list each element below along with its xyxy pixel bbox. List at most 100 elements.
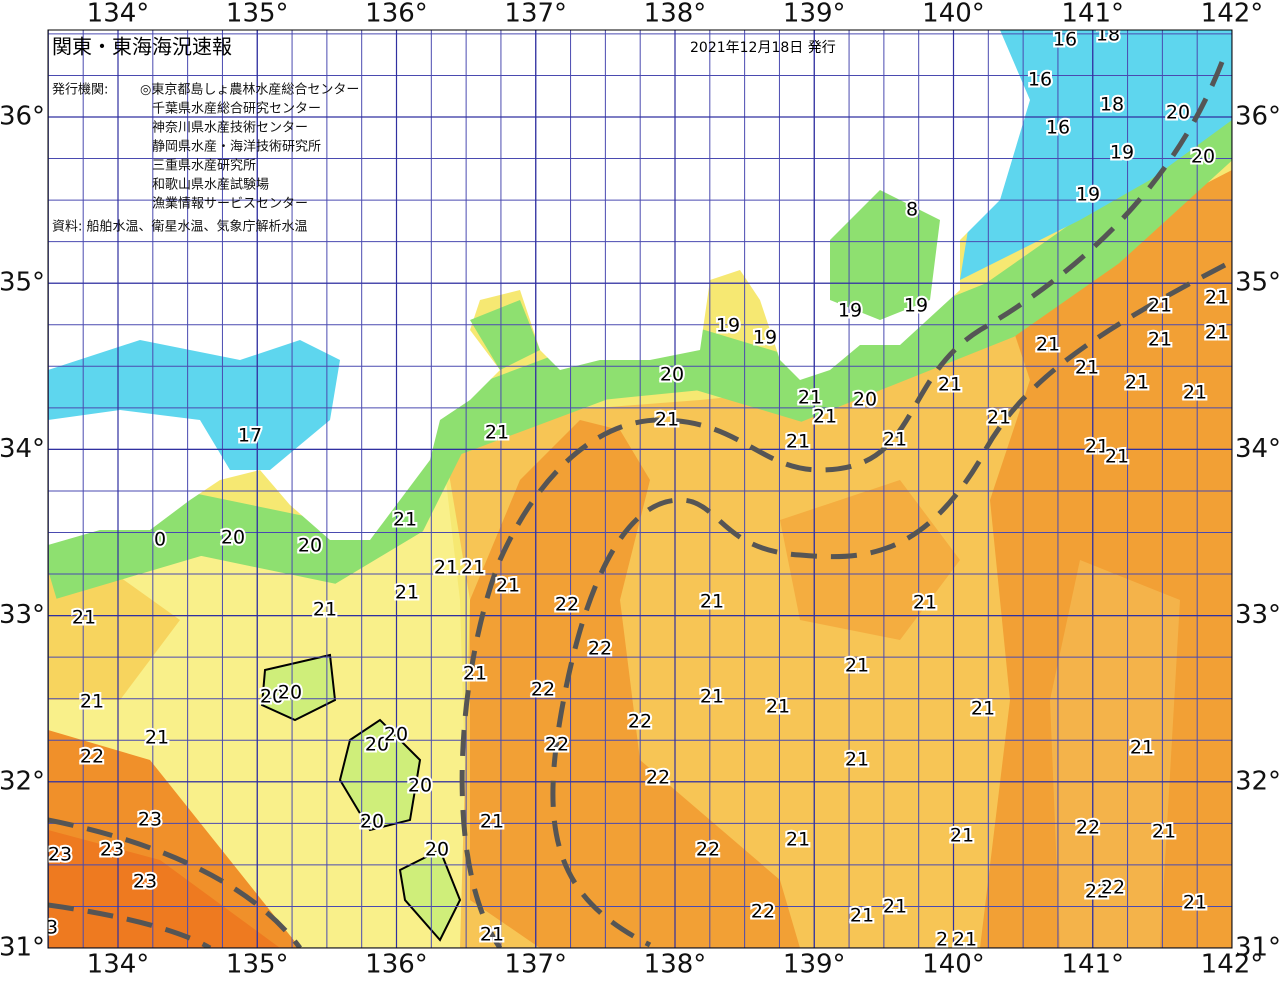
contour-label: 21 xyxy=(883,896,907,918)
contour-label: 21 xyxy=(393,509,417,531)
contour-label: 20 xyxy=(660,364,684,386)
contour-label: 19 xyxy=(904,295,928,317)
contour-label: 21 xyxy=(655,409,679,431)
lon-label-top: 134° xyxy=(87,0,150,29)
lon-label-bottom: 142° xyxy=(1201,950,1264,980)
contour-label: 21 xyxy=(1205,322,1229,344)
contour-label: 21 xyxy=(700,591,724,613)
lon-label-bottom: 137° xyxy=(504,950,567,980)
publisher: 神奈川県水産技術センター xyxy=(152,120,308,136)
contour-label: 20 xyxy=(221,527,245,549)
contour-label: 20 xyxy=(425,839,449,861)
lat-label-right: 31° xyxy=(1235,933,1280,963)
contour-label: 21 xyxy=(766,696,790,718)
contour-label: 20 xyxy=(365,734,389,756)
contour-label: 20 xyxy=(298,535,322,557)
front-line xyxy=(48,817,303,948)
contour-label: 21 xyxy=(913,592,937,614)
contour-label: 20 xyxy=(1191,146,1215,168)
contour-label: 21 xyxy=(80,691,104,713)
contour-label: 21 xyxy=(72,607,96,629)
contour-label: 22 xyxy=(1101,877,1125,899)
contour-label: 23 xyxy=(138,809,162,831)
contour-label: 21 xyxy=(798,387,822,409)
lon-label-top: 137° xyxy=(504,0,567,29)
contour-label: 21 xyxy=(1075,357,1099,379)
contour-label: 21 xyxy=(1105,446,1129,468)
publisher-label: 発行機関: xyxy=(52,83,108,98)
sea-light-orange xyxy=(48,560,180,700)
contour-label: 22 xyxy=(628,711,652,733)
lon-label-top: 142° xyxy=(1201,0,1264,29)
lat-label-right: 33° xyxy=(1235,600,1280,630)
front-line xyxy=(48,902,212,948)
lon-label-bottom: 141° xyxy=(1061,950,1124,980)
coastal-cyan xyxy=(960,30,1232,280)
contour-label: 16 xyxy=(1028,69,1052,91)
contour-label: 3 xyxy=(46,917,58,939)
contour-label: 21 xyxy=(1085,436,1109,458)
contour-label: 18 xyxy=(1096,24,1120,46)
lon-label-bottom: 138° xyxy=(644,950,707,980)
contour-label: 20 xyxy=(1166,102,1190,124)
cool-eddy xyxy=(338,718,422,832)
contour-label: 21 xyxy=(845,749,869,771)
front-line xyxy=(550,262,1227,948)
contour-label: 21 xyxy=(1148,295,1172,317)
inland-sea xyxy=(48,340,340,470)
contour-label: 21 xyxy=(461,557,485,579)
contour-label: 21 xyxy=(786,829,810,851)
contour-label: 22 xyxy=(646,767,670,789)
lon-label-top: 135° xyxy=(226,0,289,29)
contour-label: 21 xyxy=(971,698,995,720)
lat-label-right: 32° xyxy=(1235,766,1280,796)
contour-label: 21 xyxy=(485,422,509,444)
contour-label: 19 xyxy=(1110,142,1134,164)
publisher: 千葉県水産総合研究センター xyxy=(152,101,321,117)
contour-label: 21 xyxy=(1152,821,1176,843)
contour-label: 21 xyxy=(1125,372,1149,394)
contour-label: 18 xyxy=(1100,94,1124,116)
lat-label-left: 32° xyxy=(0,766,45,796)
publisher: 和歌山県水産試験場 xyxy=(152,177,269,193)
contour-label: 21 xyxy=(395,582,419,604)
contour-label: 22 xyxy=(1076,817,1100,839)
bay-water xyxy=(470,300,540,370)
contour-label: 19 xyxy=(838,300,862,322)
contour-label: 21 xyxy=(480,811,504,833)
contour-label: 20 xyxy=(853,389,877,411)
lon-label-top: 140° xyxy=(922,0,985,29)
contour-label: 23 xyxy=(100,839,124,861)
lat-label-left: 35° xyxy=(0,268,45,298)
lon-label-bottom: 139° xyxy=(783,950,846,980)
contour-label: 21 xyxy=(938,374,962,396)
lon-label-bottom: 136° xyxy=(365,950,428,980)
lat-label-left: 34° xyxy=(0,434,45,464)
lon-label-bottom: 134° xyxy=(87,950,150,980)
lat-label-left: 36° xyxy=(0,102,45,132)
contour-label: 21 xyxy=(480,924,504,946)
contour-label: 20 xyxy=(408,775,432,797)
lon-label-top: 136° xyxy=(365,0,428,29)
contour-label: 0 xyxy=(154,529,166,551)
lat-label-right: 36° xyxy=(1235,102,1280,132)
contour-label: 21 xyxy=(1148,329,1172,351)
lat-label-left: 33° xyxy=(0,600,45,630)
contour-label: 21 xyxy=(953,929,977,951)
contour-label: 21 xyxy=(700,686,724,708)
contour-label: 21 xyxy=(1183,382,1207,404)
contour-label: 20 xyxy=(278,682,302,704)
contour-label: 16 xyxy=(1046,117,1070,139)
contour-label: 22 xyxy=(545,734,569,756)
contour-label: 21 xyxy=(145,727,169,749)
contour-label: 21 xyxy=(883,429,907,451)
grid xyxy=(48,30,1232,948)
lon-label-bottom: 140° xyxy=(922,950,985,980)
contour-label: 22 xyxy=(696,839,720,861)
contour-label: 21 xyxy=(850,905,874,927)
contour-label: 22 xyxy=(80,746,104,768)
